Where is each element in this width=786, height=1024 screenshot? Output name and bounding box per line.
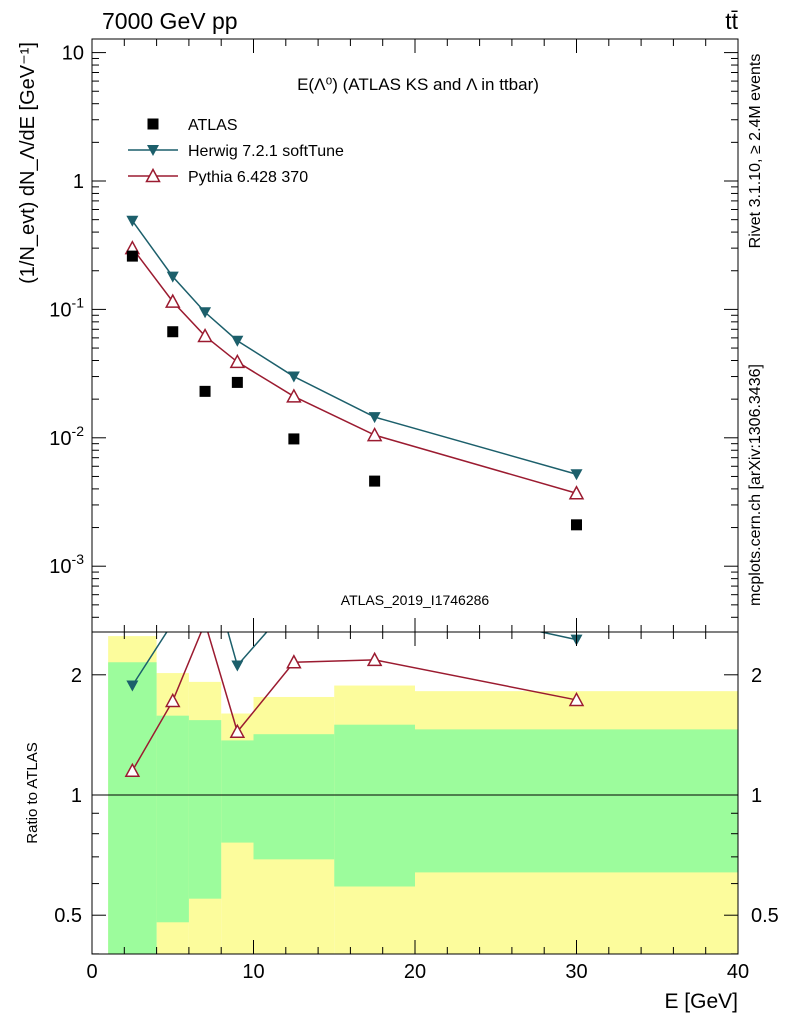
atlas-point xyxy=(369,475,381,487)
legend-label: Pythia 6.428 370 xyxy=(188,169,308,186)
header-process: tt̄ xyxy=(725,8,738,34)
herwig-point xyxy=(570,469,583,481)
y-tick-label: 10-1 xyxy=(49,294,84,321)
pythia-ratio-point xyxy=(164,692,181,708)
pythia-line xyxy=(131,247,577,494)
y-tick-label: 10-2 xyxy=(49,423,84,450)
mcplots-label: mcplots.cern.ch [arXiv:1306.3436] xyxy=(747,364,764,606)
legend-label: ATLAS xyxy=(188,117,238,134)
herwig-point xyxy=(199,307,212,319)
atlas-point xyxy=(199,385,211,397)
x-tick-label: 10 xyxy=(242,961,264,983)
herwig-ratio-point xyxy=(231,660,244,672)
x-tick-label: 0 xyxy=(86,961,97,983)
herwig-point xyxy=(231,335,244,347)
main-plot-panel: 10-3 10-2 10-1 1 10 E(Λ⁰) (ATLAS KS and Λ in… xyxy=(17,38,739,633)
uncertainty-band-inner xyxy=(415,729,738,873)
y-tick-label: 10 xyxy=(62,43,84,65)
legend-marker xyxy=(147,118,159,130)
herwig-ratio-point xyxy=(167,618,179,629)
uncertainty-band-inner xyxy=(221,740,254,843)
pythia-point xyxy=(197,327,213,343)
ratio-tick-label-right: 1 xyxy=(751,785,762,807)
pythia-ratio-point xyxy=(199,616,212,628)
uncertainty-band-inner xyxy=(188,720,222,899)
pythia-point xyxy=(366,427,383,442)
ratio-y-axis-label: Ratio to ATLAS xyxy=(24,742,41,843)
x-tick-label: 30 xyxy=(565,961,587,983)
x-axis-label: E [GeV] xyxy=(664,990,738,1013)
ratio-tick-label-left: 0.5 xyxy=(54,905,82,927)
legend-label: Herwig 7.2.1 softTune xyxy=(188,143,344,160)
ratio-plot-panel: 0.5 0.5 1 1 2 2 Ratio to ATLAS xyxy=(24,545,779,955)
pythia-point xyxy=(164,293,181,308)
legend: ATLAS Herwig 7.2.1 softTune Pythia 6.428 3… xyxy=(128,117,344,186)
uncertainty-band-inner xyxy=(253,734,335,860)
pythia-ratio-point xyxy=(286,654,302,669)
herwig-ratio-point xyxy=(126,680,139,692)
ratio-tick-label-left: 1 xyxy=(71,785,82,807)
herwig-point xyxy=(166,271,179,283)
uncertainty-band-inner xyxy=(156,715,189,923)
herwig-ratio-point xyxy=(288,596,300,607)
ratio-tick-label-left: 2 xyxy=(71,665,82,687)
uncertainty-band-inner xyxy=(334,724,415,887)
rivet-version-label: Rivet 3.1.10, ≥ 2.4M events xyxy=(747,54,764,249)
analysis-tag: ATLAS_2019_I1746286 xyxy=(341,592,490,608)
y-axis-label: (1/N_evt) dN_Λ/dE [GeV⁻¹] xyxy=(17,42,39,284)
y-tick-label: 10-3 xyxy=(49,551,84,578)
herwig-point xyxy=(287,371,300,383)
pythia-ratio-point xyxy=(229,723,246,739)
herwig-ratio-line xyxy=(131,632,577,686)
uncertainty-band-inner xyxy=(108,662,157,954)
pythia-point xyxy=(568,485,585,500)
atlas-point xyxy=(231,376,243,388)
herwig-ratio-point xyxy=(199,545,211,556)
x-tick-label: 40 xyxy=(727,961,749,983)
ratio-tick-label-right: 0.5 xyxy=(751,905,779,927)
y-tick-label: 1 xyxy=(73,171,84,193)
atlas-point xyxy=(126,250,138,262)
pythia-point xyxy=(286,388,302,403)
pythia-ratio-point xyxy=(366,651,383,667)
atlas-point xyxy=(288,433,300,445)
legend-marker xyxy=(147,145,159,156)
legend-marker xyxy=(145,167,161,183)
herwig-line xyxy=(131,220,577,475)
ratio-tick-label-right: 2 xyxy=(751,665,762,687)
pythia-ratio-point xyxy=(124,762,141,778)
herwig-point xyxy=(126,215,139,227)
header-energy: 7000 GeV pp xyxy=(102,8,238,34)
plot-title: E(Λ⁰) (ATLAS KS and Λ in ttbar) xyxy=(297,75,539,94)
herwig-point xyxy=(368,412,381,424)
atlas-point xyxy=(167,326,179,338)
x-tick-label: 20 xyxy=(404,961,426,983)
atlas-point xyxy=(571,519,582,531)
pythia-point xyxy=(229,353,246,369)
pythia-ratio-point xyxy=(568,691,585,707)
